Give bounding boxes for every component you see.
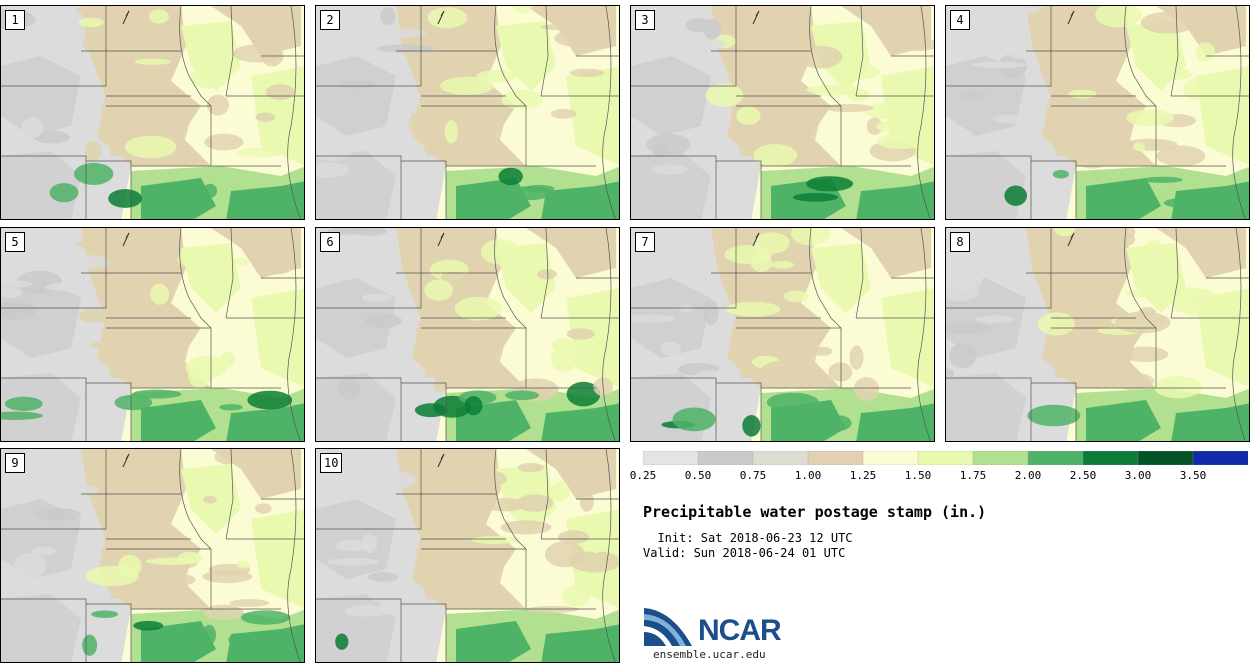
member-number-label: 8 — [950, 232, 970, 252]
colorbar-tick: 2.00 — [1014, 469, 1042, 482]
chart-title: Precipitable water postage stamp (in.) — [643, 503, 987, 521]
ensemble-member-panel: 5 — [0, 227, 305, 442]
colorbar-segment — [1082, 451, 1139, 465]
colorbar-tick: 0.75 — [739, 469, 767, 482]
ensemble-member-panel: 6 — [315, 227, 620, 442]
logo-name: NCAR — [698, 614, 782, 647]
valid-time: Valid: Sun 2018-06-24 01 UTC — [643, 546, 846, 560]
colorbar-segment — [1137, 451, 1194, 465]
member-number-label: 5 — [5, 232, 25, 252]
member-number-label: 4 — [950, 10, 970, 30]
ensemble-member-panel: 2 — [315, 5, 620, 220]
colorbar-tick: 3.00 — [1124, 469, 1152, 482]
colorbar-segment — [807, 451, 864, 465]
ncar-logo-icon — [644, 608, 692, 646]
colorbar-tick: 0.50 — [684, 469, 712, 482]
member-number-label: 7 — [635, 232, 655, 252]
colorbar-segment — [697, 451, 754, 465]
colorbar-tick: 0.25 — [629, 469, 657, 482]
colorbar-segment — [643, 451, 699, 465]
member-number-label: 10 — [320, 453, 343, 473]
ensemble-member-panel: 10 — [315, 448, 620, 663]
colorbar — [643, 451, 1248, 465]
ensemble-member-panel: 7 — [630, 227, 935, 442]
ensemble-member-panel: 9 — [0, 448, 305, 663]
ensemble-member-panel: 1 — [0, 5, 305, 220]
colorbar-segment — [917, 451, 974, 465]
member-number-label: 6 — [320, 232, 340, 252]
colorbar-tick: 1.50 — [904, 469, 932, 482]
logo-url: ensemble.ucar.edu — [653, 648, 766, 661]
colorbar-tick: 3.50 — [1179, 469, 1207, 482]
colorbar-segment — [752, 451, 809, 465]
member-number-label: 1 — [5, 10, 25, 30]
ensemble-member-panel: 3 — [630, 5, 935, 220]
colorbar-segment — [1027, 451, 1084, 465]
colorbar-tick-labels: 0.25 0.50 0.75 1.00 1.25 1.50 1.75 2.00 2.50 3.00… — [630, 469, 1260, 485]
colorbar-segment — [972, 451, 1029, 465]
colorbar-tick: 1.75 — [959, 469, 987, 482]
colorbar-tick: 1.25 — [849, 469, 877, 482]
ensemble-member-panel: 8 — [945, 227, 1250, 442]
member-number-label: 3 — [635, 10, 655, 30]
ensemble-member-panel: 4 — [945, 5, 1250, 220]
member-number-label: 9 — [5, 453, 25, 473]
colorbar-tick: 2.50 — [1069, 469, 1097, 482]
colorbar-segment — [862, 451, 919, 465]
member-number-label: 2 — [320, 10, 340, 30]
init-time: Init: Sat 2018-06-23 12 UTC — [643, 531, 853, 545]
colorbar-tick: 1.00 — [794, 469, 822, 482]
colorbar-segment — [1192, 451, 1248, 465]
